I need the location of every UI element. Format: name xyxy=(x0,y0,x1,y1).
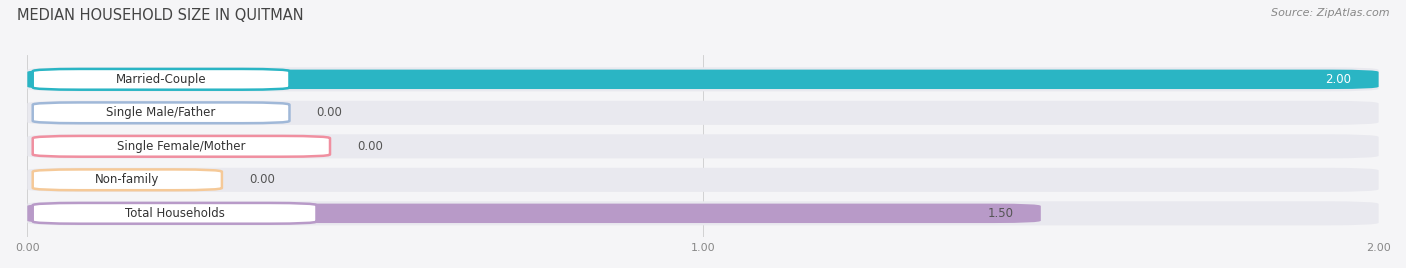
Text: Non-family: Non-family xyxy=(96,173,159,186)
Text: Married-Couple: Married-Couple xyxy=(115,73,207,86)
FancyBboxPatch shape xyxy=(32,169,222,190)
FancyBboxPatch shape xyxy=(27,70,1379,89)
FancyBboxPatch shape xyxy=(32,203,316,224)
FancyBboxPatch shape xyxy=(27,168,1379,192)
Text: Total Households: Total Households xyxy=(125,207,225,220)
FancyBboxPatch shape xyxy=(32,102,290,123)
FancyBboxPatch shape xyxy=(32,136,330,157)
Text: 0.00: 0.00 xyxy=(316,106,343,119)
Text: MEDIAN HOUSEHOLD SIZE IN QUITMAN: MEDIAN HOUSEHOLD SIZE IN QUITMAN xyxy=(17,8,304,23)
Text: Single Female/Mother: Single Female/Mother xyxy=(117,140,246,153)
FancyBboxPatch shape xyxy=(27,67,1379,91)
FancyBboxPatch shape xyxy=(27,204,1040,223)
FancyBboxPatch shape xyxy=(32,69,290,90)
FancyBboxPatch shape xyxy=(27,134,1379,158)
Text: 0.00: 0.00 xyxy=(357,140,382,153)
Text: 1.50: 1.50 xyxy=(988,207,1014,220)
FancyBboxPatch shape xyxy=(27,101,1379,125)
Text: 2.00: 2.00 xyxy=(1326,73,1351,86)
Text: 0.00: 0.00 xyxy=(249,173,274,186)
FancyBboxPatch shape xyxy=(27,201,1379,225)
Text: Single Male/Father: Single Male/Father xyxy=(107,106,215,119)
Text: Source: ZipAtlas.com: Source: ZipAtlas.com xyxy=(1271,8,1389,18)
